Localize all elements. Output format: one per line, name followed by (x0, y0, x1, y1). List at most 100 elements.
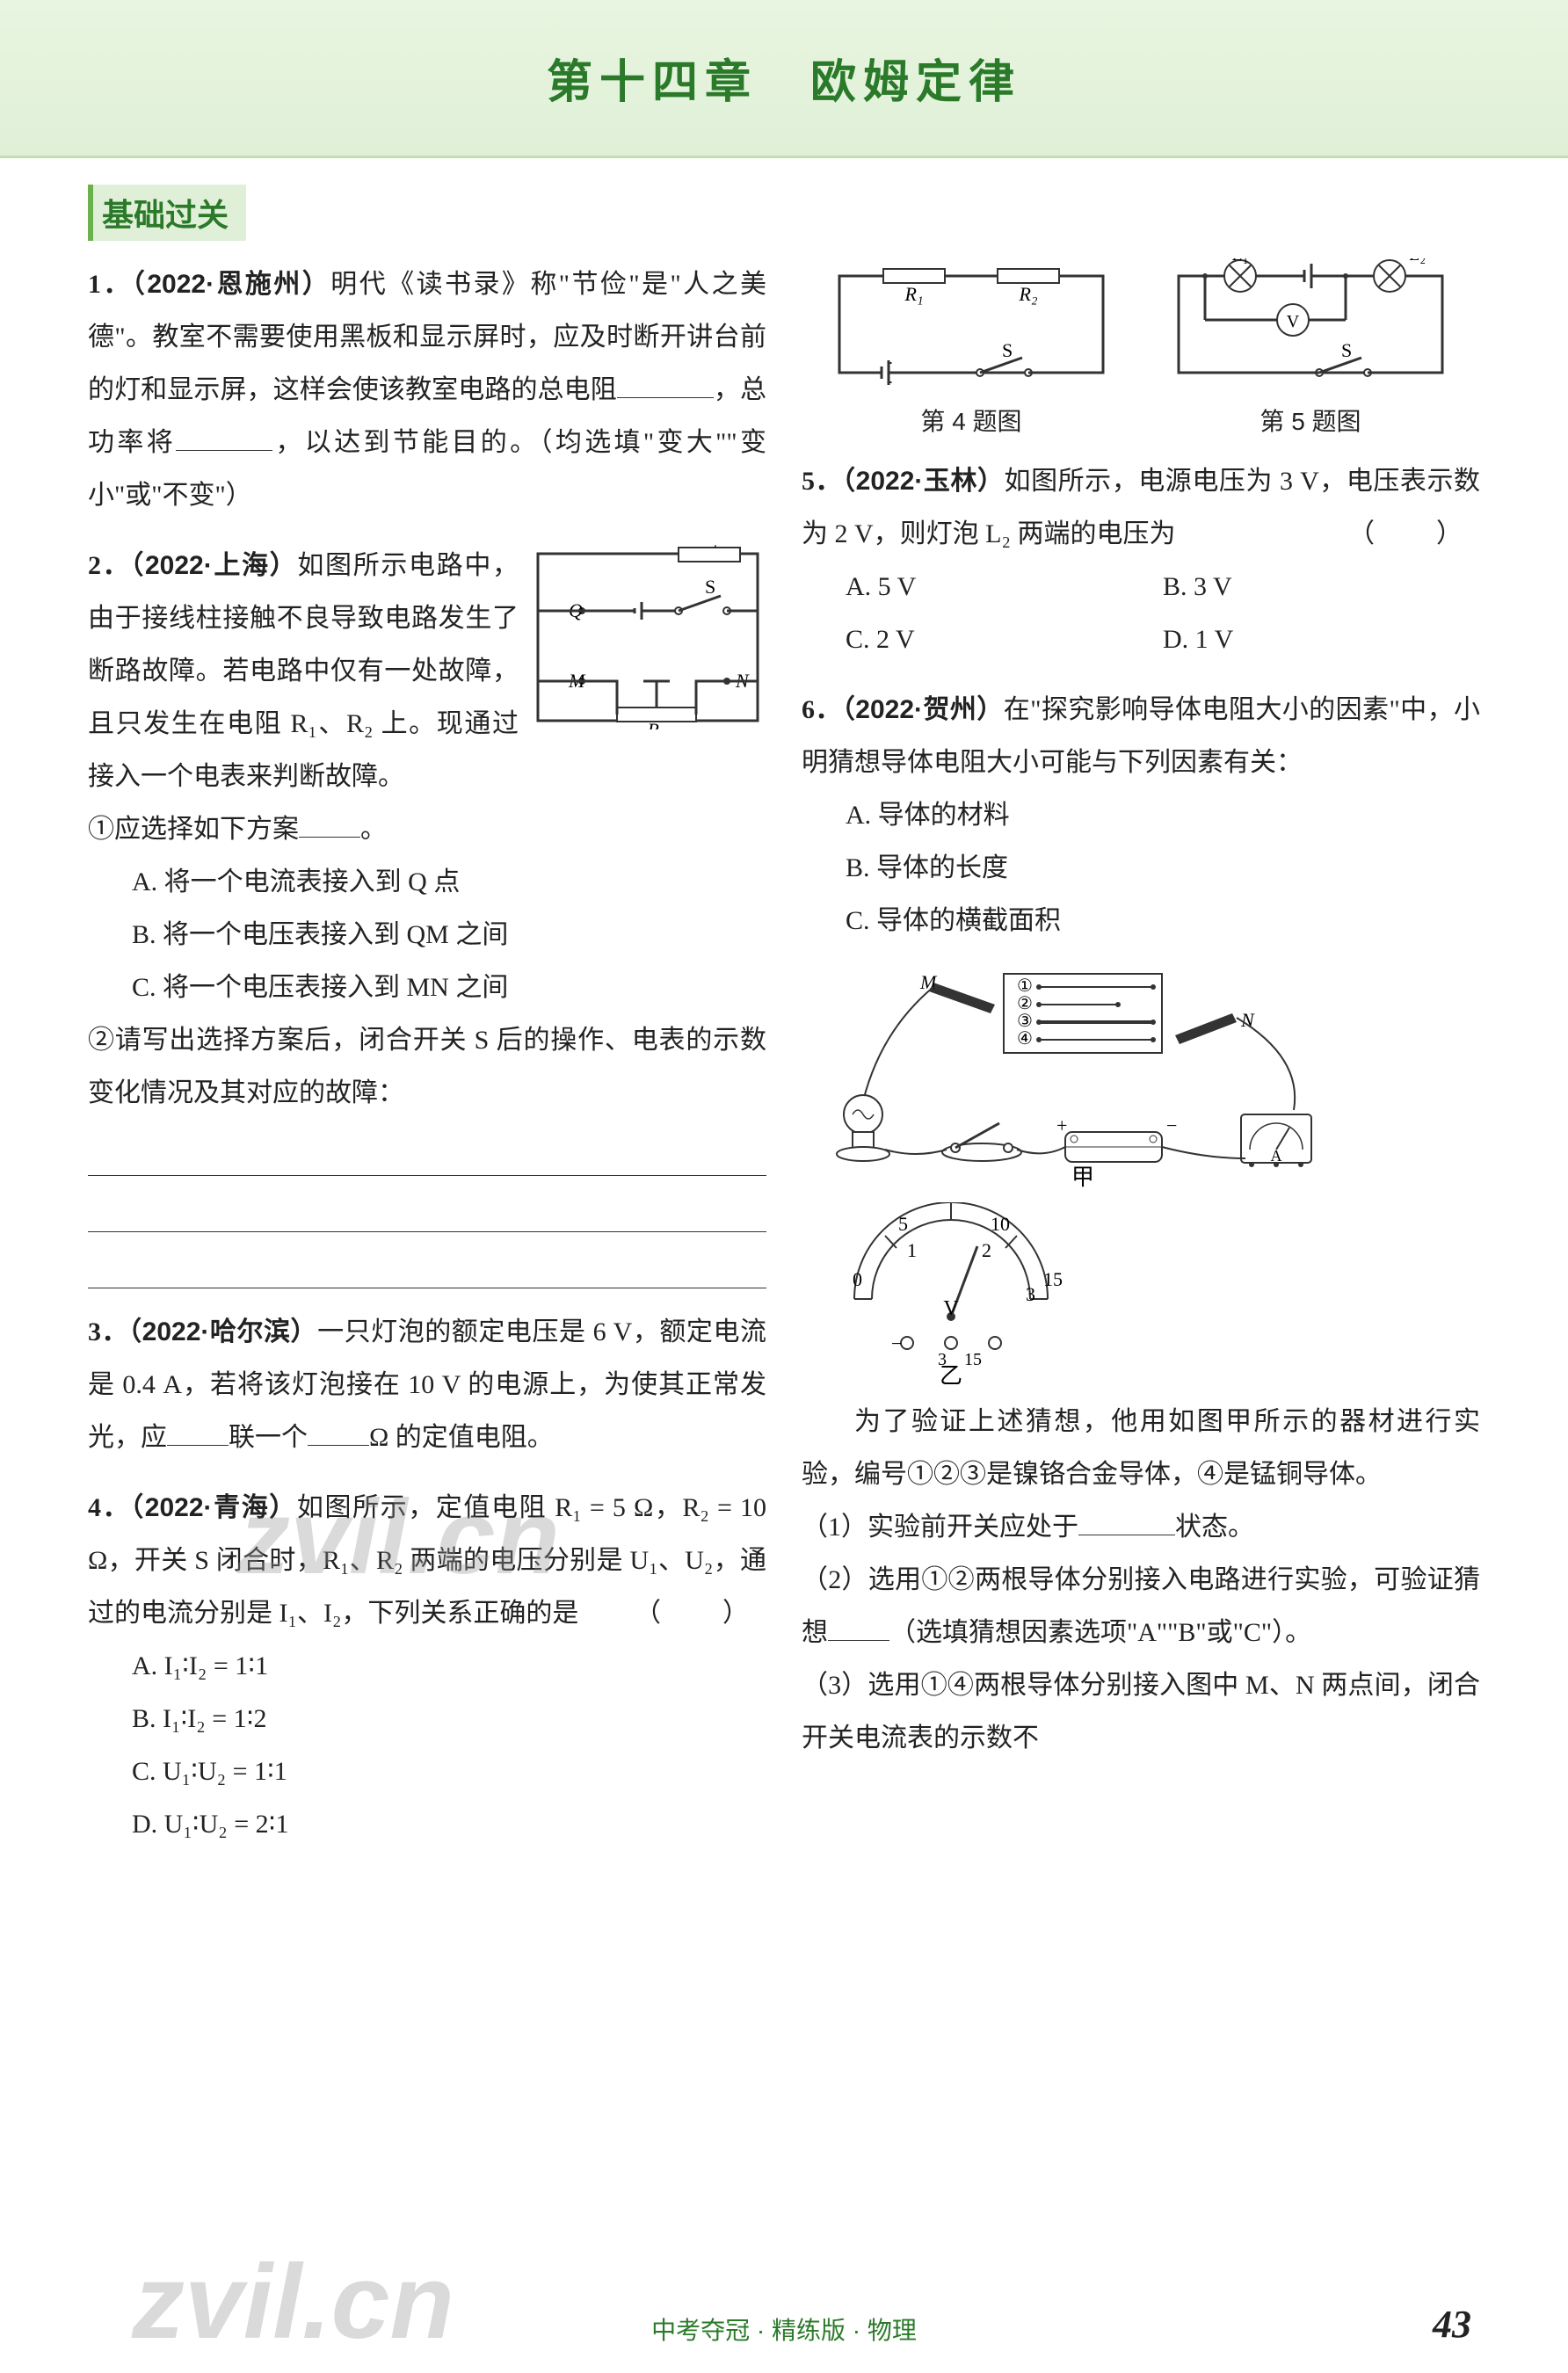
q5-l2: L₂ (1409, 258, 1426, 265)
q3-text-b: 联一个 (229, 1423, 308, 1452)
question-6: 6．（2022·贺州）在"探究影响导体电阻大小的因素"中，小明猜想导体电阻大小可… (802, 684, 1480, 1765)
q2-blank-1 (299, 806, 360, 838)
question-5: 5．（2022·玉林）如图所示，电源电压为 3 V，电压表示数为 2 V，则灯泡… (802, 455, 1480, 666)
q6-p1: （1）实验前开关应处于状态。 (802, 1501, 1480, 1554)
q5-opt-a: A. 5 V (846, 561, 1163, 613)
q1-num: 1． (88, 270, 132, 299)
q6-meter-yi-svg: 0 5 10 1 2 15 3 V − 3 15 乙 (802, 1202, 1100, 1387)
q6-num: 6． (802, 695, 842, 724)
meter-v: V (943, 1297, 959, 1320)
q2-blank-line-3 (88, 1236, 766, 1288)
q6-text-b: 为了验证上述猜想，他用如图甲所示的器材进行实验，编号①②③是镍铬合金导体，④是锰… (802, 1396, 1480, 1501)
q4-opt-a: A. I₁∶I₂ = 1∶1 (88, 1640, 766, 1693)
q4-s: S (1002, 339, 1013, 361)
bat-plus: + (1056, 1114, 1067, 1136)
q2-num: 2． (88, 551, 130, 580)
q5-s: S (1341, 339, 1352, 361)
q5-opt-b: B. 3 V (1163, 561, 1480, 613)
bat-minus: − (1166, 1114, 1177, 1136)
q4-circuit-svg: R₁ R₂ S (822, 258, 1121, 390)
q6-source: （2022·贺州） (842, 695, 1004, 724)
q5-circuit-svg: L₁ L₂ V (1161, 258, 1460, 390)
q5-paren: （ ） (1348, 508, 1480, 561)
q6-fig-jia: ① ② ③ ④ M N (802, 961, 1480, 1189)
q2-opt-c: C. 将一个电压表接入到 MN 之间 (88, 962, 766, 1014)
fig5-caption: 第 5 题图 (1161, 397, 1460, 446)
jia-label: 甲 (1071, 1165, 1094, 1189)
right-column: R₁ R₂ S 第 4 题图 (802, 258, 1480, 1869)
q5-opt-d: D. 1 V (1163, 613, 1480, 666)
footer-text: 中考夺冠 · 精练版 · 物理 (0, 2311, 1568, 2347)
m15: 15 (1043, 1268, 1063, 1290)
q3-text-c: Ω 的定值电阻。 (369, 1423, 554, 1452)
q2-blank-line-1 (88, 1123, 766, 1176)
q4-paren: （ ） (635, 1587, 766, 1640)
q3-source: （2022·哈尔滨） (128, 1317, 317, 1346)
q1-blank-1 (617, 366, 714, 398)
m3: 3 (1026, 1283, 1035, 1305)
question-1: 1．（2022·恩施州）明代《读书录》称"节俭"是"人之美德"。教室不需要使用黑… (88, 258, 766, 522)
m5: 5 (898, 1213, 908, 1235)
q4-num: 4． (88, 1493, 130, 1522)
q4-r1: R₁ (904, 283, 923, 305)
q5-l1: L₁ (1231, 258, 1248, 265)
q2-sub1: ①应选择如下方案。 (88, 803, 766, 856)
section-label: 基础过关 (88, 185, 246, 241)
q6-guess-a: A. 导体的材料 (802, 789, 1480, 842)
q5-source: （2022·玉林） (842, 467, 1004, 496)
q5-num: 5． (802, 467, 842, 496)
q6-p2: （2）选用①②两根导体分别接入电路进行实验，可验证猜想（选填猜想因素选项"A""… (802, 1554, 1480, 1659)
q2-opt-a: A. 将一个电流表接入到 Q 点 (88, 856, 766, 909)
meter-neg: − (891, 1332, 902, 1354)
q2-s-label: S (705, 576, 715, 598)
w2: ② (1017, 994, 1033, 1013)
question-2: R₁ Q S M N (88, 540, 766, 1288)
w4: ④ (1017, 1029, 1033, 1049)
q4-source: （2022·青海） (130, 1493, 297, 1522)
q1-blank-2 (176, 419, 272, 451)
q6-m: M (919, 971, 938, 993)
content-area: 1．（2022·恩施州）明代《读书录》称"节俭"是"人之美德"。教室不需要使用黑… (0, 258, 1568, 1869)
q6-circuit-jia-svg: ① ② ③ ④ M N (802, 961, 1347, 1189)
m1: 1 (907, 1239, 917, 1261)
left-column: 1．（2022·恩施州）明代《读书录》称"节俭"是"人之美德"。教室不需要使用黑… (88, 258, 766, 1869)
q5-options: A. 5 V B. 3 V C. 2 V D. 1 V (802, 561, 1480, 666)
q2-circuit-svg: R₁ Q S M N (529, 545, 766, 729)
figure-row-4-5: R₁ R₂ S 第 4 题图 (802, 258, 1480, 446)
q3-blank-2 (308, 1414, 369, 1446)
q2-r2-label: R₂ (646, 719, 665, 729)
fig4-caption: 第 4 题图 (822, 397, 1121, 446)
q2-sub2: ②请写出选择方案后，闭合开关 S 后的操作、电表的示数变化情况及其对应的故障： (88, 1014, 766, 1120)
q4-r2: R₂ (1018, 283, 1037, 305)
q6-blank-1 (1078, 1504, 1175, 1535)
w3: ③ (1017, 1012, 1033, 1031)
page-number: 43 (1433, 2302, 1471, 2347)
q2-circuit: R₁ Q S M N (529, 545, 766, 729)
q2-text-a: 如图所示电路中，由于接线柱接触不良导致电路发生了断路故障。若电路中仅有一处故障，… (88, 551, 519, 791)
yi-label: 乙 (940, 1363, 962, 1387)
question-4: 4．（2022·青海）如图所示，定值电阻 R₁ = 5 Ω，R₂ = 10 Ω，… (88, 1482, 766, 1851)
q5-v: V (1287, 312, 1300, 331)
fig4: R₁ R₂ S 第 4 题图 (822, 258, 1121, 446)
q6-p3: （3）选用①④两根导体分别接入图中 M、N 两点间，闭合开关电流表的示数不 (802, 1659, 1480, 1765)
question-3: 3．（2022·哈尔滨）一只灯泡的额定电压是 6 V，额定电流是 0.4 A，若… (88, 1306, 766, 1464)
q3-num: 3． (88, 1317, 128, 1346)
m0: 0 (853, 1268, 862, 1290)
chapter-header: 第十四章 欧姆定律 (0, 0, 1568, 158)
m2: 2 (982, 1239, 991, 1261)
q6-fig-yi: 0 5 10 1 2 15 3 V − 3 15 乙 (802, 1202, 1480, 1387)
q4-opt-c: C. U₁∶U₂ = 1∶1 (88, 1745, 766, 1798)
q4-opt-d: D. U₁∶U₂ = 2∶1 (88, 1798, 766, 1851)
q3-blank-1 (167, 1414, 229, 1446)
q2-opt-b: B. 将一个电压表接入到 QM 之间 (88, 909, 766, 962)
q2-r1-label: R₁ (699, 545, 718, 548)
q1-source: （2022·恩施州） (132, 270, 330, 299)
q2-blank-line-2 (88, 1179, 766, 1232)
fig5: L₁ L₂ V (1161, 258, 1460, 446)
w1: ① (1017, 976, 1033, 996)
q6-blank-2 (828, 1609, 889, 1641)
q4-opt-b: B. I₁∶I₂ = 1∶2 (88, 1693, 766, 1745)
chapter-title: 第十四章 欧姆定律 (547, 45, 1021, 111)
q6-guess-b: B. 导体的长度 (802, 842, 1480, 895)
q2-source: （2022·上海） (130, 551, 297, 580)
